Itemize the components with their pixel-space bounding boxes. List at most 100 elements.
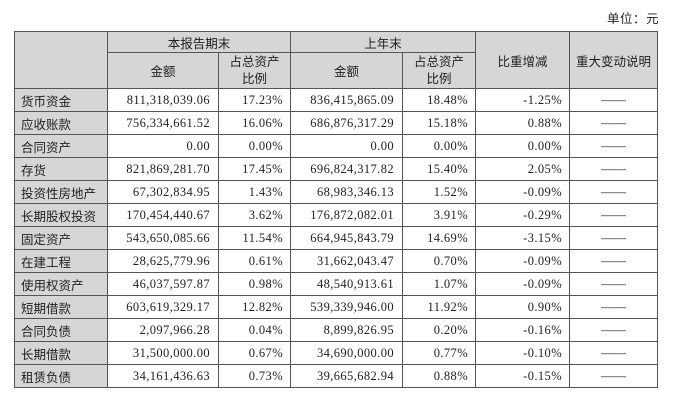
table-row: 存货 821,869,281.70 17.45% 696,824,317.82 15.4… bbox=[14, 157, 659, 181]
cell-amount-current: 2,097,966.28 bbox=[107, 318, 219, 342]
cell-pct-prior: 11.92% bbox=[402, 295, 477, 319]
cell-pct-current: 0.98% bbox=[217, 272, 292, 296]
table-row: 租赁负债 34,161,436.63 0.73% 39,665,682.94 0.88%… bbox=[14, 364, 659, 388]
cell-label: 合同资产 bbox=[14, 134, 108, 158]
table-row: 在建工程 28,625,779.96 0.61% 31,662,043.47 0.70%… bbox=[14, 249, 659, 273]
table-row: 短期借款 603,619,329.17 12.82% 539,339,946.00 11… bbox=[14, 295, 659, 319]
cell-pct-prior: 0.70% bbox=[402, 249, 477, 273]
cell-note: —— bbox=[569, 272, 659, 296]
cell-note: —— bbox=[569, 318, 659, 342]
cell-note: —— bbox=[569, 134, 659, 158]
cell-amount-prior: 836,415,865.09 bbox=[290, 88, 404, 112]
cell-change: 0.00% bbox=[475, 134, 571, 158]
cell-pct-current: 17.45% bbox=[217, 157, 292, 181]
cell-amount-prior: 539,339,946.00 bbox=[290, 295, 404, 319]
cell-amount-current: 603,619,329.17 bbox=[107, 295, 219, 319]
cell-pct-current: 17.23% bbox=[217, 88, 292, 112]
cell-pct-prior: 1.07% bbox=[402, 272, 477, 296]
cell-note: —— bbox=[569, 180, 659, 204]
cell-pct-prior: 0.20% bbox=[402, 318, 477, 342]
cell-change: -0.29% bbox=[475, 203, 571, 227]
cell-note: —— bbox=[569, 111, 659, 135]
cell-pct-prior: 0.00% bbox=[402, 134, 477, 158]
cell-amount-current: 34,161,436.63 bbox=[107, 364, 219, 388]
change-header: 比重增减 bbox=[475, 31, 571, 89]
cell-label: 投资性房地产 bbox=[14, 180, 108, 204]
cell-note: —— bbox=[569, 157, 659, 181]
cell-label: 应收账款 bbox=[14, 111, 108, 135]
cell-amount-current: 46,037,597.87 bbox=[107, 272, 219, 296]
table-row: 货币资金 811,318,039.06 17.23% 836,415,865.09 18… bbox=[14, 88, 659, 112]
cell-pct-current: 0.61% bbox=[217, 249, 292, 273]
financial-position-table: 本报告期末 上年末 比重增减 重大变动说明 金额 占总资产比例 金额 占总资产比… bbox=[14, 31, 659, 388]
table-row: 使用权资产 46,037,597.87 0.98% 48,540,913.61 1.07… bbox=[14, 272, 659, 296]
cell-amount-prior: 664,945,843.79 bbox=[290, 226, 404, 250]
cell-note: —— bbox=[569, 341, 659, 365]
corner-cell bbox=[14, 31, 108, 89]
cell-pct-prior: 1.52% bbox=[402, 180, 477, 204]
cell-amount-current: 756,334,661.52 bbox=[107, 111, 219, 135]
cell-pct-prior: 18.48% bbox=[402, 88, 477, 112]
table-row: 应收账款 756,334,661.52 16.06% 686,876,317.29 15… bbox=[14, 111, 659, 135]
cell-label: 长期股权投资 bbox=[14, 203, 108, 227]
cell-amount-prior: 176,872,082.01 bbox=[290, 203, 404, 227]
cell-label: 使用权资产 bbox=[14, 272, 108, 296]
cell-note: —— bbox=[569, 249, 659, 273]
unit-label: 单位：元 bbox=[606, 12, 659, 26]
cell-pct-current: 11.54% bbox=[217, 226, 292, 250]
cell-pct-current: 0.04% bbox=[217, 318, 292, 342]
cell-amount-current: 0.00 bbox=[107, 134, 219, 158]
cell-change: 0.90% bbox=[475, 295, 571, 319]
cell-amount-current: 31,500,000.00 bbox=[107, 341, 219, 365]
prior-period-header: 上年末 bbox=[290, 31, 477, 53]
table-row: 投资性房地产 67,302,834.95 1.43% 68,983,346.13 1.5… bbox=[14, 180, 659, 204]
cell-label: 短期借款 bbox=[14, 295, 108, 319]
pct-header-prior: 占总资产比例 bbox=[402, 52, 477, 89]
cell-amount-prior: 8,899,826.95 bbox=[290, 318, 404, 342]
cell-pct-prior: 15.40% bbox=[402, 157, 477, 181]
cell-amount-prior: 48,540,913.61 bbox=[290, 272, 404, 296]
table-row: 长期股权投资 170,454,440.67 3.62% 176,872,082.01 3… bbox=[14, 203, 659, 227]
current-period-header: 本报告期末 bbox=[106, 31, 292, 53]
cell-pct-current: 3.62% bbox=[217, 203, 292, 227]
cell-change: 0.88% bbox=[475, 111, 571, 135]
cell-pct-current: 0.73% bbox=[217, 364, 292, 388]
table-row: 长期借款 31,500,000.00 0.67% 34,690,000.00 0.77%… bbox=[14, 341, 659, 365]
cell-label: 在建工程 bbox=[14, 249, 108, 273]
cell-change: -0.09% bbox=[475, 180, 571, 204]
table-row: 固定资产 543,650,085.66 11.54% 664,945,843.79 14… bbox=[14, 226, 659, 250]
report-page: 单位：元 本报告期末 上年末 比重增减 重大变动说明 金额 占总资产比例 金额 bbox=[14, 12, 659, 388]
cell-amount-prior: 68,983,346.13 bbox=[290, 180, 404, 204]
cell-note: —— bbox=[569, 364, 659, 388]
cell-change: 2.05% bbox=[475, 157, 571, 181]
cell-label: 合同负债 bbox=[14, 318, 108, 342]
cell-change: -1.25% bbox=[475, 88, 571, 112]
cell-pct-current: 16.06% bbox=[217, 111, 292, 135]
cell-pct-current: 0.00% bbox=[217, 134, 292, 158]
cell-amount-prior: 686,876,317.29 bbox=[290, 111, 404, 135]
cell-change: -0.16% bbox=[475, 318, 571, 342]
cell-change: -0.09% bbox=[475, 272, 571, 296]
cell-amount-current: 28,625,779.96 bbox=[107, 249, 219, 273]
cell-amount-prior: 39,665,682.94 bbox=[290, 364, 404, 388]
cell-amount-prior: 34,690,000.00 bbox=[290, 341, 404, 365]
amount-header-current: 金额 bbox=[107, 52, 219, 89]
cell-label: 固定资产 bbox=[14, 226, 108, 250]
cell-note: —— bbox=[569, 203, 659, 227]
cell-pct-current: 0.67% bbox=[217, 341, 292, 365]
cell-amount-current: 67,302,834.95 bbox=[107, 180, 219, 204]
cell-change: -0.15% bbox=[475, 364, 571, 388]
cell-amount-prior: 31,662,043.47 bbox=[290, 249, 404, 273]
note-header: 重大变动说明 bbox=[569, 31, 659, 89]
cell-note: —— bbox=[569, 295, 659, 319]
cell-amount-current: 170,454,440.67 bbox=[107, 203, 219, 227]
cell-pct-prior: 15.18% bbox=[402, 111, 477, 135]
cell-change: -0.09% bbox=[475, 249, 571, 273]
cell-pct-prior: 3.91% bbox=[402, 203, 477, 227]
cell-label: 存货 bbox=[14, 157, 108, 181]
cell-label: 租赁负债 bbox=[14, 364, 108, 388]
cell-amount-current: 811,318,039.06 bbox=[107, 88, 219, 112]
cell-amount-prior: 0.00 bbox=[290, 134, 404, 158]
table-row: 合同资产 0.00 0.00% 0.00 0.00% 0.00% —— bbox=[14, 134, 659, 158]
table-body: 货币资金 811,318,039.06 17.23% 836,415,865.09 18… bbox=[14, 88, 659, 388]
